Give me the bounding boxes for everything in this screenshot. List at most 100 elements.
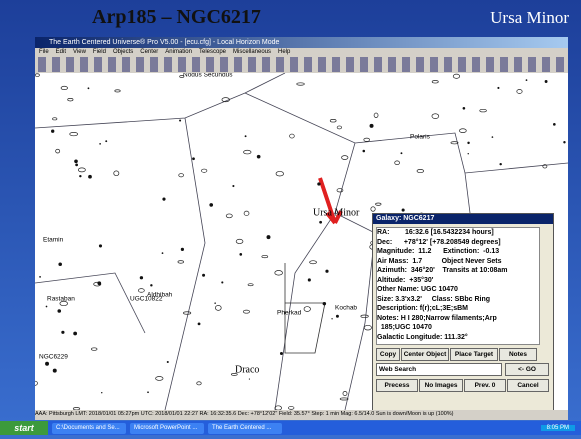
star: [462, 106, 466, 110]
menu-item[interactable]: File: [39, 49, 49, 55]
map-label: Kochab: [335, 305, 357, 312]
galaxy-symbol: [113, 170, 120, 177]
galaxy-symbol: [542, 164, 548, 169]
menu-item[interactable]: Edit: [55, 49, 67, 55]
dialog-button[interactable]: Cancel: [507, 379, 549, 392]
galaxy-symbol: [72, 407, 81, 410]
galaxy-symbol: [375, 202, 382, 206]
star: [45, 361, 50, 366]
galaxy-symbol: [138, 288, 145, 293]
galaxy-symbol: [303, 306, 311, 312]
star: [51, 129, 55, 133]
star: [101, 392, 103, 394]
galaxy-symbol: [59, 300, 68, 307]
star: [544, 80, 548, 83]
star: [307, 278, 311, 282]
search-select[interactable]: Web Search: [376, 363, 502, 376]
red-arrow: [318, 177, 343, 225]
star: [147, 391, 149, 394]
info-dialog: Galaxy: NGC6217 RA: 16:32.6 [16.5432234 …: [372, 213, 554, 411]
menu-item[interactable]: Help: [278, 49, 291, 55]
info-line: Other Name: UGC 10470: [377, 286, 458, 293]
galaxy-symbol: [479, 108, 487, 113]
galaxy-symbol: [235, 238, 244, 244]
galaxy-symbol: [221, 97, 230, 103]
task-item[interactable]: The Earth Centered ...: [208, 422, 282, 434]
galaxy-symbol: [67, 98, 74, 102]
star: [232, 184, 235, 188]
star: [369, 123, 374, 128]
galaxy-symbol: [230, 373, 238, 376]
menu-item[interactable]: Field: [92, 49, 106, 55]
menu-item[interactable]: Animation: [165, 49, 192, 55]
galaxy-symbol: [336, 125, 342, 130]
galaxy-symbol: [370, 206, 376, 212]
map-label: Etamin: [43, 237, 64, 244]
dialog-button[interactable]: Center Object: [401, 348, 449, 361]
star: [467, 141, 470, 145]
info-line: Notes: H I 280;Narrow filaments;Arp: [377, 314, 497, 322]
menu-item[interactable]: View: [73, 49, 86, 55]
boundaries: [35, 73, 568, 410]
dialog-button[interactable]: Notes: [499, 348, 537, 361]
dialog-button[interactable]: Copy: [376, 348, 400, 361]
map-label: Ursa Minor: [313, 207, 360, 218]
task-item[interactable]: Microsoft PowerPoint ...: [130, 422, 204, 434]
info-line: Size: 3.3'x3.2' Class: SBbc Ring: [377, 295, 491, 303]
star: [553, 123, 556, 126]
star: [214, 302, 216, 304]
galaxy-symbol: [309, 260, 317, 265]
star: [97, 281, 102, 286]
map-label: Pherkad: [277, 310, 302, 317]
galaxy-symbol: [114, 89, 121, 93]
menu-bar: File Edit View Field Objects Center Animation T…: [35, 48, 290, 57]
star: [88, 174, 92, 179]
galaxy-symbol: [178, 173, 184, 178]
galaxy-symbol: [55, 148, 61, 154]
galaxy-symbol: [274, 405, 282, 410]
galaxy-symbol: [179, 75, 185, 78]
galaxy-symbol: [516, 89, 523, 94]
dialog-button[interactable]: No Images: [419, 379, 463, 392]
galaxy-symbol: [183, 311, 192, 315]
star: [74, 159, 78, 164]
star: [248, 378, 251, 380]
galaxy-symbol: [243, 210, 250, 216]
task-item[interactable]: C:\Documents and Se...: [52, 422, 126, 434]
go-button[interactable]: <- GO: [505, 363, 549, 376]
star: [525, 79, 528, 81]
galaxy-symbol: [360, 314, 369, 318]
dialog-button[interactable]: Precess: [376, 379, 418, 392]
galaxy-symbol: [431, 80, 439, 84]
dialog-button[interactable]: Prev. 0: [464, 379, 506, 392]
star: [57, 309, 62, 313]
menu-item[interactable]: Miscellaneous: [233, 49, 272, 55]
galaxy-symbol: [288, 406, 295, 410]
star: [166, 360, 169, 364]
dialog-button[interactable]: Place Target: [450, 348, 498, 361]
galaxy-symbol: [77, 167, 86, 173]
star: [75, 163, 78, 167]
info-line: Dec: +78°12' [+78.208549 degrees]: [377, 238, 501, 246]
galaxy-symbol: [35, 380, 38, 386]
menu-item[interactable]: Objects: [112, 49, 134, 55]
star: [335, 314, 339, 318]
galaxy-symbol: [452, 73, 461, 79]
start-button[interactable]: start: [0, 421, 48, 435]
galaxy-symbol: [459, 128, 467, 134]
star: [139, 276, 144, 280]
star: [161, 252, 164, 255]
galaxy-symbol: [275, 171, 284, 177]
star: [325, 269, 329, 273]
map-label: Nodus Secundus: [183, 73, 233, 79]
star: [497, 86, 500, 90]
star: [362, 149, 366, 153]
status-bar: AAA: Pittsburgh LMT: 2018/01/01 05:27pm …: [35, 410, 568, 419]
galaxy-symbol: [329, 119, 337, 123]
star: [209, 203, 214, 207]
star: [279, 352, 283, 356]
menu-item[interactable]: Center: [140, 49, 159, 55]
menu-item[interactable]: Telescope: [198, 49, 227, 55]
galaxy-symbol: [339, 397, 349, 401]
